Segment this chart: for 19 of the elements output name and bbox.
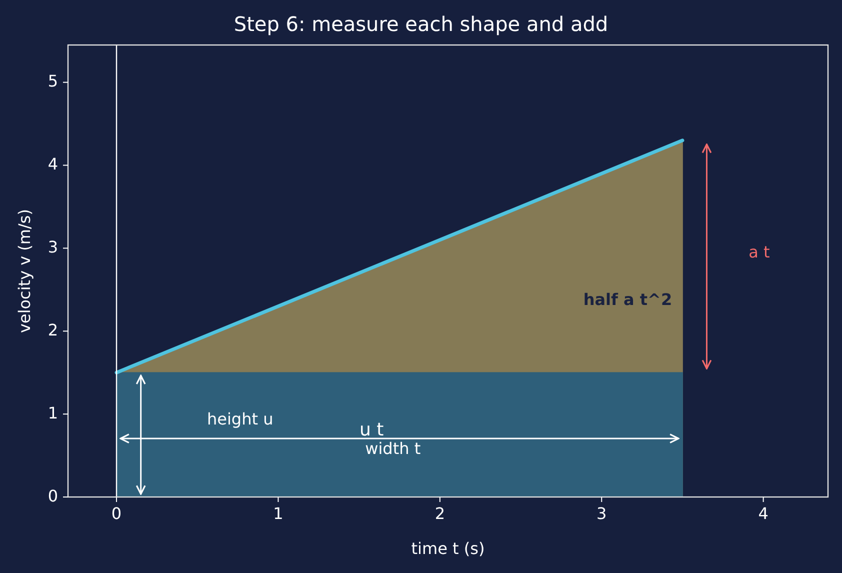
x-tick-label: 0 bbox=[111, 504, 122, 523]
annotation: a t bbox=[748, 242, 770, 262]
x-tick-label: 2 bbox=[434, 504, 446, 523]
y-tick-label: 3 bbox=[48, 238, 58, 257]
chart-title: Step 6: measure each shape and add bbox=[234, 12, 608, 36]
y-tick-label: 2 bbox=[48, 320, 58, 340]
y-axis-title: velocity v (m/s) bbox=[15, 209, 34, 333]
y-tick-label: 4 bbox=[48, 154, 58, 174]
x-tick-label: 1 bbox=[273, 504, 284, 523]
annotation: half a t^2 bbox=[583, 290, 672, 309]
annotation: width t bbox=[365, 438, 421, 458]
y-tick-label: 0 bbox=[48, 486, 58, 506]
x-tick-label: 4 bbox=[758, 504, 768, 523]
y-tick-label: 5 bbox=[48, 72, 58, 91]
y-tick-label: 1 bbox=[48, 403, 58, 422]
annotation: height u bbox=[207, 410, 274, 429]
x-tick-label: 3 bbox=[596, 504, 607, 523]
x-axis-title: time t (s) bbox=[411, 539, 485, 558]
annotation: u t bbox=[360, 419, 384, 440]
